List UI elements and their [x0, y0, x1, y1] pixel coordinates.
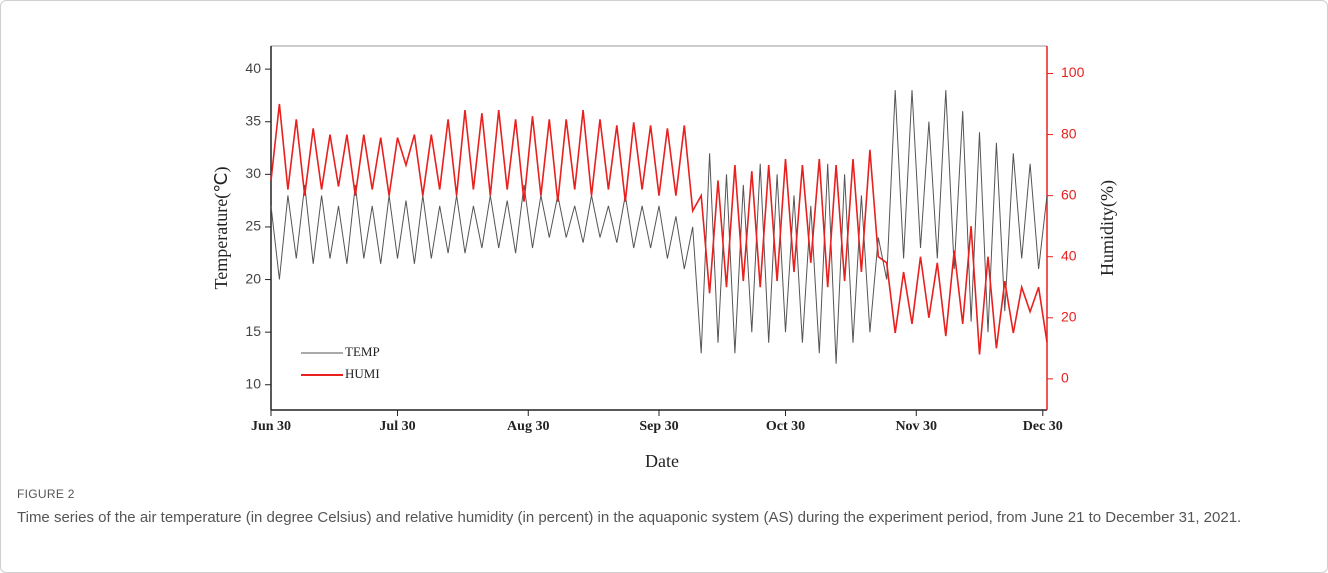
y2-axis-label: Humidity(%) [1097, 180, 1118, 276]
caption: FIGURE 2 Time series of the air temperat… [17, 487, 1307, 529]
x-tick-label: Sep 30 [639, 419, 678, 434]
y2-tick-label: 60 [1061, 186, 1077, 202]
legend-box [301, 341, 401, 389]
series-line [270, 90, 1048, 364]
series-line [270, 103, 1048, 355]
legend-label: TEMP [345, 344, 380, 359]
y-tick-label: 15 [245, 323, 261, 339]
y2-tick-label: 80 [1061, 125, 1077, 141]
y-tick-label: 10 [245, 375, 261, 391]
y-tick-label: 25 [245, 218, 261, 234]
legend-label: HUMI [345, 366, 380, 381]
y2-tick-label: 0 [1061, 370, 1069, 386]
chart: Date Temperature(℃) Humidity(%) Jun 30 Ju… [211, 45, 1118, 471]
y-tick-label: 35 [245, 112, 261, 128]
x-tick-label: Oct 30 [766, 419, 805, 434]
y-tick-label: 40 [245, 60, 261, 76]
y2-tick-label: 100 [1061, 64, 1085, 80]
y2-tick-label: 40 [1061, 247, 1077, 263]
x-tick-label: Nov 30 [895, 419, 937, 434]
x-tick-label: Dec 30 [1023, 419, 1063, 434]
y-tick-label: 20 [245, 270, 261, 286]
y-axis-label: Temperature(℃) [211, 167, 232, 290]
x-tick-label: Jul 30 [379, 419, 415, 434]
y2-tick-label: 20 [1061, 308, 1077, 324]
x-tick-label: Jun 30 [251, 419, 291, 434]
y-tick-label: 30 [245, 165, 261, 181]
caption-label: FIGURE 2 [17, 487, 75, 501]
caption-text: Time series of the air temperature (in d… [17, 509, 1242, 526]
x-axis-label: Date [645, 451, 679, 471]
x-tick-label: Aug 30 [507, 419, 549, 434]
